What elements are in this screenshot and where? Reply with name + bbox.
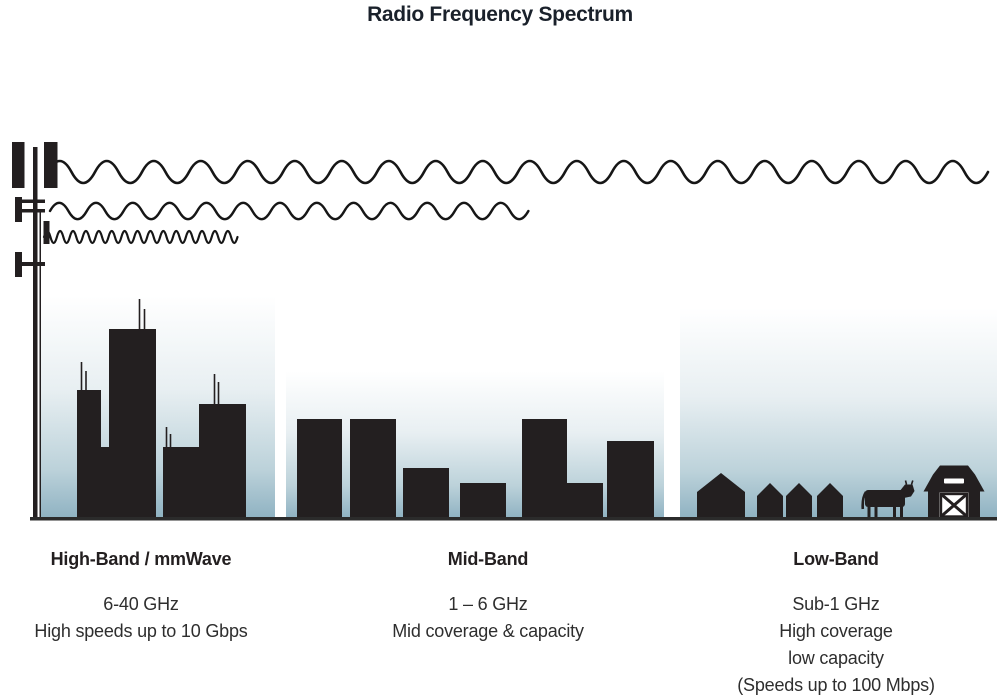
low-band-label-group: Low-Band Sub-1 GHz High coverage low cap… — [715, 548, 957, 699]
building — [522, 419, 567, 518]
high-band-label-group: High-Band / mmWave 6-40 GHz High speeds … — [20, 548, 262, 645]
mid-band-description: Mid coverage & capacity — [392, 621, 584, 641]
low-band-coverage: High coverage — [779, 621, 893, 641]
mid-band-frequency: 1 – 6 GHz — [448, 594, 528, 614]
midrise-buildings-icon — [297, 419, 654, 518]
rooftop-antennas — [80, 299, 220, 449]
tower-top-antenna-panel-right — [44, 142, 58, 188]
tower-crossbar — [17, 199, 45, 203]
high-band-description: High speeds up to 10 Gbps — [34, 621, 248, 641]
building — [567, 483, 603, 518]
mid-band-label-group: Mid-Band 1 – 6 GHz Mid coverage & capaci… — [367, 548, 609, 645]
tower-mid-antenna-panel — [15, 197, 22, 222]
high-band-frequency: 6-40 GHz — [103, 594, 179, 614]
skyscraper — [199, 404, 246, 518]
skyscraper — [163, 447, 199, 518]
building — [460, 483, 506, 518]
high-band-name: High-Band / mmWave — [50, 549, 232, 569]
skyscraper — [77, 390, 101, 518]
tower-mid-antenna-stub — [43, 221, 50, 244]
low-band-frequency: Sub-1 GHz — [792, 594, 880, 614]
cell-tower-icon — [12, 142, 58, 520]
barn-loft-vent — [944, 478, 964, 484]
house-icon — [757, 483, 783, 518]
tower-top-antenna-panel-left — [12, 142, 25, 188]
low-band-capacity: low capacity — [788, 648, 884, 668]
tower-crossbar — [17, 262, 45, 266]
house-icon — [817, 483, 843, 518]
building — [350, 419, 396, 518]
medium-wavelength-wave-icon — [48, 201, 530, 221]
skyscraper — [101, 447, 109, 518]
low-band-speed-note: (Speeds up to 100 Mbps) — [737, 675, 935, 695]
mid-band-name: Mid-Band — [447, 549, 529, 569]
building — [607, 441, 654, 518]
building — [403, 468, 449, 518]
long-wavelength-wave-icon — [46, 159, 990, 185]
diagram-title: Radio Frequency Spectrum — [367, 3, 633, 26]
barn-icon — [923, 465, 985, 518]
building — [297, 419, 342, 518]
cow-icon — [861, 480, 915, 518]
house-icon — [786, 483, 812, 518]
tower-crossbar — [17, 209, 45, 213]
rural-scene-icon — [697, 465, 985, 518]
tower-low-antenna-panel — [15, 252, 22, 277]
low-band-name: Low-Band — [793, 549, 879, 569]
spectrum-illustration — [12, 142, 997, 521]
tower-mast — [33, 147, 38, 520]
ground-line — [30, 517, 997, 521]
skyscraper — [109, 329, 156, 518]
short-wavelength-wave-icon — [42, 229, 239, 245]
house-icon — [697, 473, 745, 518]
radio-waves — [42, 159, 990, 245]
tower-mast-secondary — [39, 212, 41, 520]
city-skyline-icon — [77, 299, 246, 518]
